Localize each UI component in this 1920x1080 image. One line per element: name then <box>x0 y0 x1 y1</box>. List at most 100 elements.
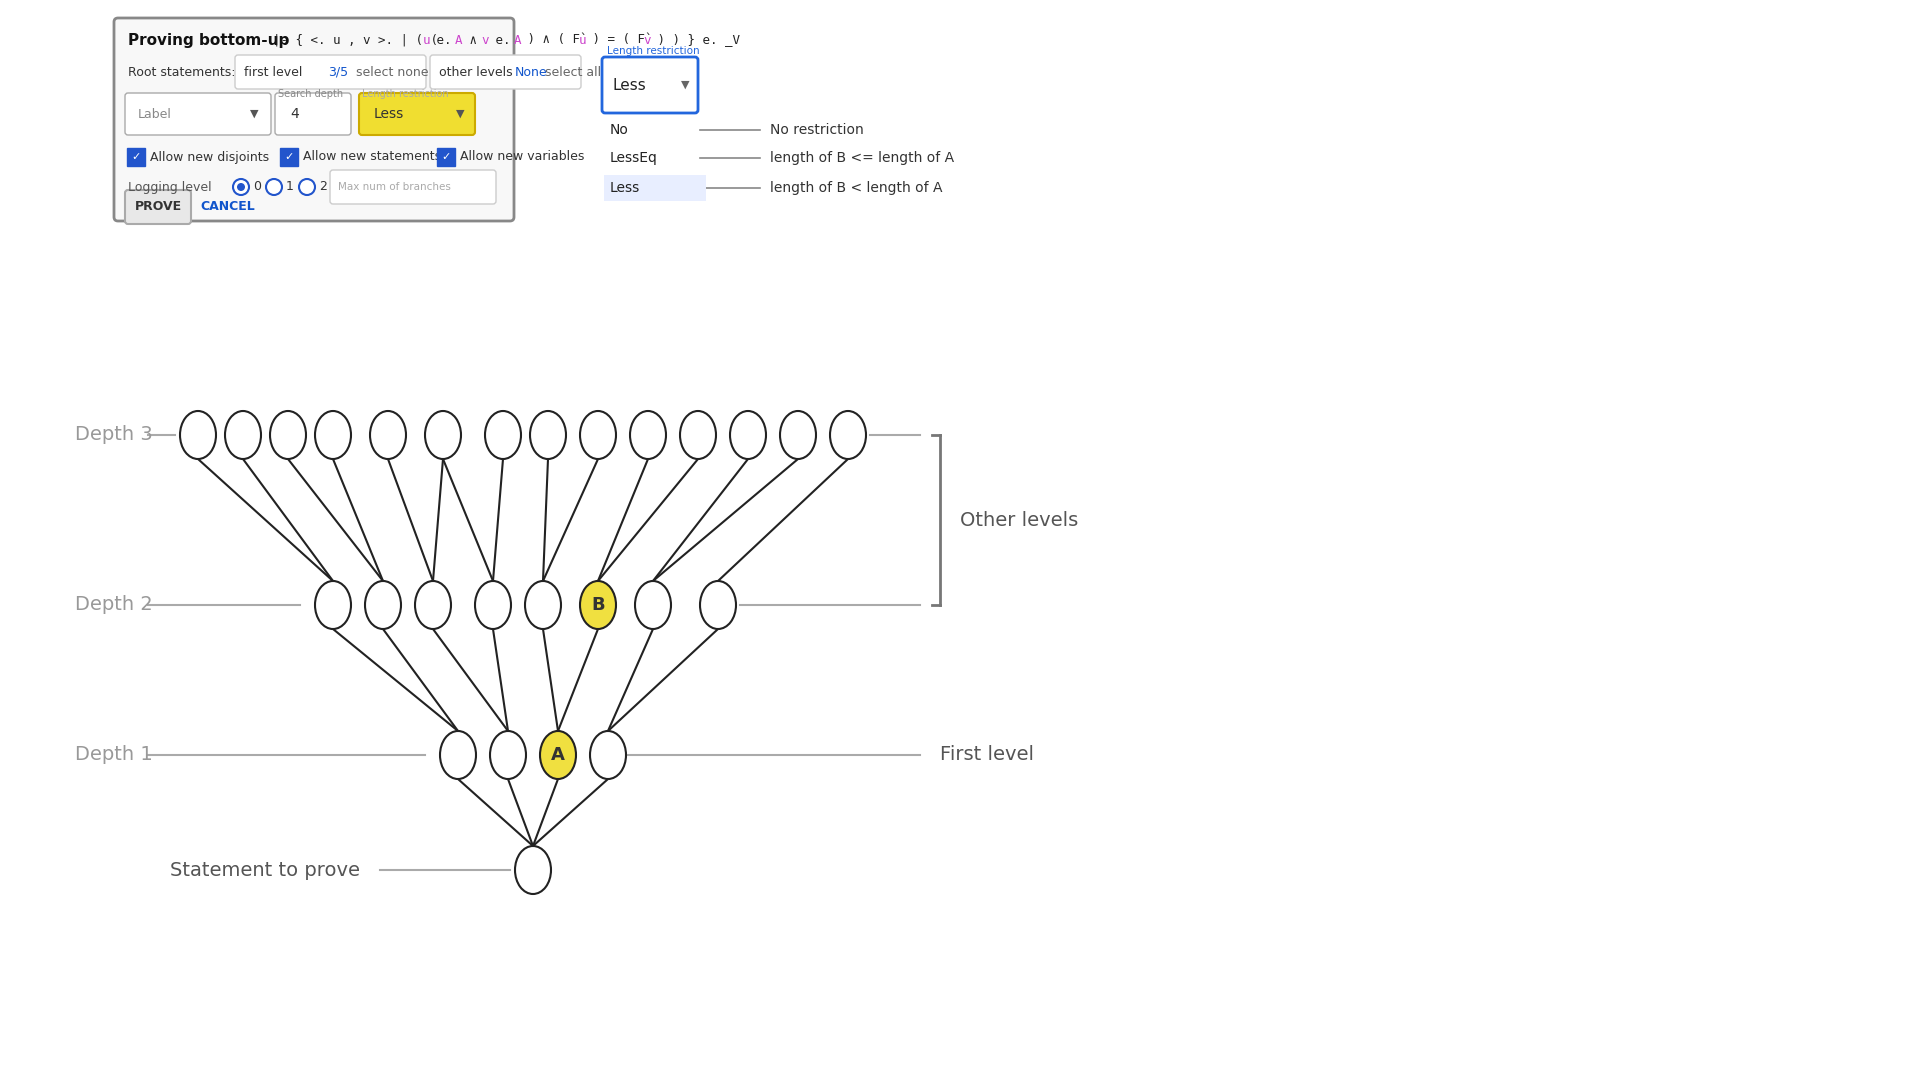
Text: ✓: ✓ <box>442 152 451 162</box>
Text: Less: Less <box>612 78 647 93</box>
Text: Depth 1: Depth 1 <box>75 745 154 765</box>
Ellipse shape <box>490 731 526 779</box>
Text: length of B < length of A: length of B < length of A <box>770 181 943 195</box>
Text: ✓: ✓ <box>131 152 140 162</box>
Text: Max num of branches: Max num of branches <box>338 183 451 192</box>
Ellipse shape <box>424 411 461 459</box>
Text: ▼: ▼ <box>680 80 689 90</box>
Ellipse shape <box>580 411 616 459</box>
Text: A: A <box>455 33 463 46</box>
Text: select all: select all <box>545 66 601 79</box>
Text: e.: e. <box>428 33 459 46</box>
Text: ▼: ▼ <box>455 109 465 119</box>
Ellipse shape <box>636 581 670 629</box>
Text: 0: 0 <box>253 180 261 193</box>
Text: None: None <box>515 66 547 79</box>
Text: Allow new statements: Allow new statements <box>303 150 442 163</box>
Text: select none: select none <box>355 66 428 79</box>
Text: e.: e. <box>488 33 518 46</box>
Text: ▼: ▼ <box>250 109 257 119</box>
Text: No: No <box>611 123 630 137</box>
Ellipse shape <box>630 411 666 459</box>
Text: Depth 3: Depth 3 <box>75 426 154 445</box>
FancyBboxPatch shape <box>438 148 455 166</box>
Ellipse shape <box>680 411 716 459</box>
Text: Depth 2: Depth 2 <box>75 595 154 615</box>
Text: B: B <box>591 596 605 615</box>
Ellipse shape <box>315 581 351 629</box>
Text: other levels: other levels <box>440 66 513 79</box>
Ellipse shape <box>701 581 735 629</box>
Text: Less: Less <box>374 107 405 121</box>
Ellipse shape <box>829 411 866 459</box>
Ellipse shape <box>474 581 511 629</box>
FancyBboxPatch shape <box>280 148 298 166</box>
Text: Allow new disjoints: Allow new disjoints <box>150 150 269 163</box>
FancyBboxPatch shape <box>330 170 495 204</box>
Ellipse shape <box>440 731 476 779</box>
FancyBboxPatch shape <box>603 57 699 113</box>
Ellipse shape <box>371 411 405 459</box>
FancyBboxPatch shape <box>125 93 271 135</box>
Ellipse shape <box>580 581 616 629</box>
Text: ) ) } e. _V: ) ) } e. _V <box>651 33 739 46</box>
Ellipse shape <box>530 411 566 459</box>
Text: 1: 1 <box>286 180 294 193</box>
Circle shape <box>236 183 246 191</box>
Circle shape <box>267 179 282 195</box>
Text: ) ∧ ( F`: ) ∧ ( F` <box>520 33 588 46</box>
Text: Less: Less <box>611 181 639 195</box>
FancyBboxPatch shape <box>430 55 582 89</box>
Text: No restriction: No restriction <box>770 123 864 137</box>
Text: Search depth: Search depth <box>278 89 344 99</box>
FancyBboxPatch shape <box>234 55 426 89</box>
Text: First level: First level <box>941 745 1035 765</box>
Text: ∧: ∧ <box>461 33 484 46</box>
Text: Length restriction: Length restriction <box>607 46 699 56</box>
Text: CANCEL: CANCEL <box>200 201 255 214</box>
FancyBboxPatch shape <box>605 175 707 201</box>
Circle shape <box>300 179 315 195</box>
Circle shape <box>232 179 250 195</box>
Text: v: v <box>643 33 651 46</box>
Text: Proving bottom-up: Proving bottom-up <box>129 32 290 48</box>
Ellipse shape <box>540 731 576 779</box>
Text: length of B <= length of A: length of B <= length of A <box>770 151 954 165</box>
Ellipse shape <box>730 411 766 459</box>
Text: first level: first level <box>244 66 301 79</box>
Text: Logging level: Logging level <box>129 180 211 193</box>
Text: Root statements:: Root statements: <box>129 66 236 79</box>
Text: v: v <box>482 33 488 46</box>
Text: Other levels: Other levels <box>960 511 1079 529</box>
Text: u: u <box>422 33 430 46</box>
Ellipse shape <box>486 411 520 459</box>
Ellipse shape <box>524 581 561 629</box>
Text: Statement to prove: Statement to prove <box>171 861 361 879</box>
Text: u: u <box>578 33 586 46</box>
Ellipse shape <box>515 846 551 894</box>
Text: |- { <. u , v >. | ( (: |- { <. u , v >. | ( ( <box>273 33 445 46</box>
FancyBboxPatch shape <box>125 190 190 224</box>
Text: 3/5: 3/5 <box>328 66 348 79</box>
Ellipse shape <box>271 411 305 459</box>
Ellipse shape <box>365 581 401 629</box>
FancyBboxPatch shape <box>359 93 474 135</box>
Ellipse shape <box>180 411 215 459</box>
Text: ) = ( F`: ) = ( F` <box>586 33 653 46</box>
Text: LessEq: LessEq <box>611 151 659 165</box>
Ellipse shape <box>780 411 816 459</box>
Ellipse shape <box>415 581 451 629</box>
Text: Allow new variables: Allow new variables <box>461 150 584 163</box>
FancyBboxPatch shape <box>275 93 351 135</box>
Text: A: A <box>551 746 564 764</box>
Text: PROVE: PROVE <box>134 201 182 214</box>
Ellipse shape <box>225 411 261 459</box>
Ellipse shape <box>315 411 351 459</box>
Text: ✓: ✓ <box>284 152 294 162</box>
Text: Length restriction: Length restriction <box>363 89 449 99</box>
Text: Label: Label <box>138 108 173 121</box>
Ellipse shape <box>589 731 626 779</box>
FancyBboxPatch shape <box>127 148 146 166</box>
Text: 4: 4 <box>290 107 300 121</box>
FancyBboxPatch shape <box>113 18 515 221</box>
